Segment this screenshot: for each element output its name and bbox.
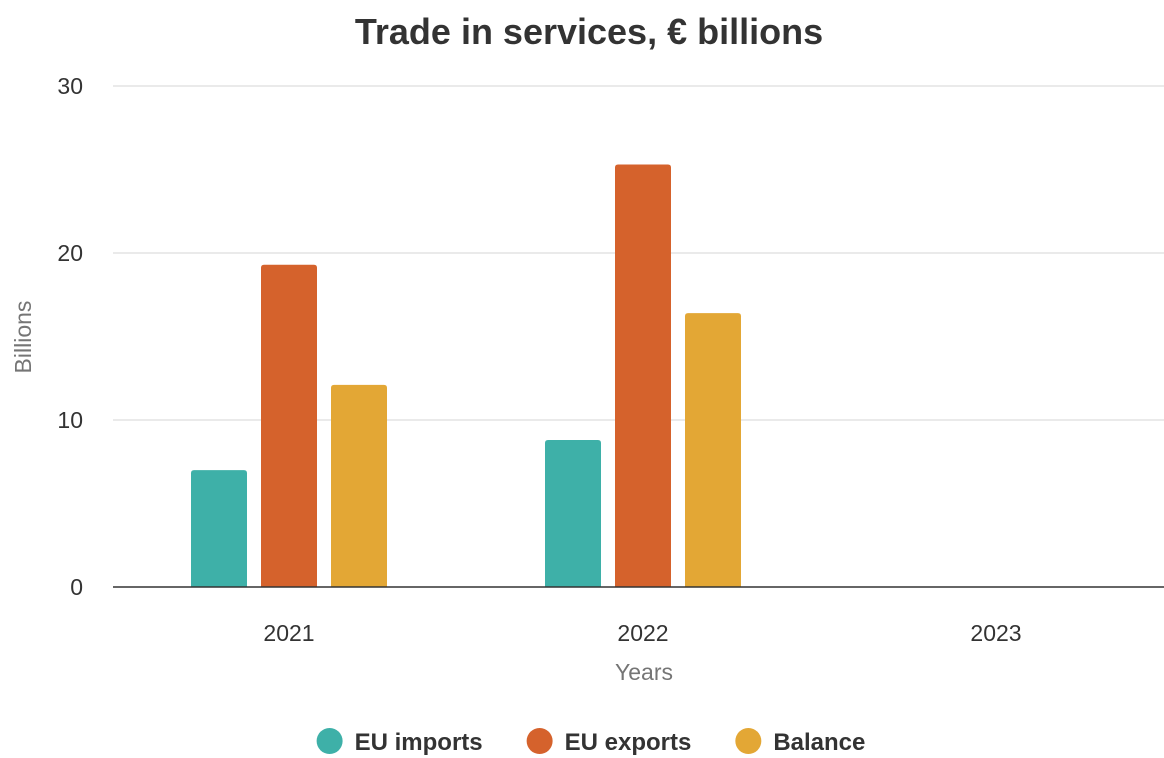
x-tick-label: 2023	[970, 620, 1021, 646]
legend-label: Balance	[773, 729, 865, 756]
y-tick-label: 30	[57, 73, 83, 99]
y-tick-label: 10	[57, 407, 83, 433]
bar-eu-exports-2021	[261, 264, 317, 587]
legend-label: EU imports	[355, 729, 483, 756]
bar-eu-imports-2021	[191, 470, 247, 587]
y-axis-ticks: 0 10 20 30	[57, 73, 83, 600]
y-tick-label: 0	[70, 574, 83, 600]
legend: EU imports EU exports Balance	[316, 728, 865, 756]
x-tick-label: 2021	[263, 620, 314, 646]
bar-balance-2021	[331, 384, 387, 587]
legend-item-eu-exports[interactable]: EU exports	[526, 728, 692, 756]
legend-swatch	[735, 728, 762, 754]
legend-item-balance[interactable]: Balance	[735, 728, 865, 756]
legend-item-eu-imports[interactable]: EU imports	[316, 728, 483, 756]
x-axis-ticks: 2021 2022 2023	[263, 620, 1021, 646]
chart-title: Trade in services, € billions	[355, 11, 823, 52]
x-axis-title: Years	[615, 659, 673, 685]
bar-eu-imports-2022	[545, 440, 601, 587]
legend-swatch	[316, 728, 343, 754]
bars	[191, 164, 741, 588]
legend-label: EU exports	[565, 729, 692, 756]
y-axis-title: Billions	[10, 301, 36, 374]
bar-balance-2022	[685, 313, 741, 587]
y-tick-label: 20	[57, 240, 83, 266]
legend-swatch	[526, 728, 553, 754]
bar-eu-exports-2022	[615, 164, 671, 588]
x-tick-label: 2022	[617, 620, 668, 646]
